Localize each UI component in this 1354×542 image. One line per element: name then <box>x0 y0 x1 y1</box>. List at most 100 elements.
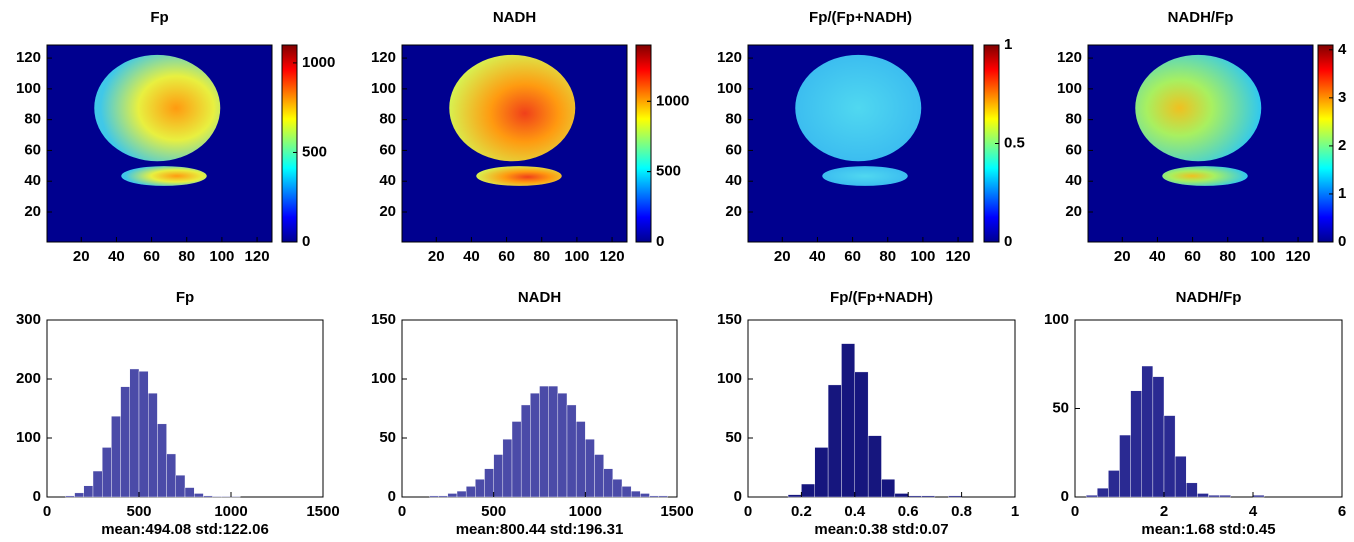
x-tick-label: 20 <box>73 248 90 265</box>
bar <box>630 490 641 498</box>
x-tick-label: 120 <box>1286 248 1311 265</box>
x-axis-label: mean:1.68 std:0.45 <box>1141 521 1275 538</box>
bar <box>594 454 604 498</box>
bar <box>184 487 195 498</box>
image-region <box>1162 166 1248 186</box>
colorbar-tick-label: 0 <box>1004 233 1012 250</box>
y-tick-label: 150 <box>371 311 396 328</box>
x-tick-label: 1000 <box>569 503 602 520</box>
bar <box>147 392 158 498</box>
image-region <box>476 166 562 186</box>
x-tick-label: 500 <box>126 503 151 520</box>
bar <box>867 435 882 498</box>
x-tick-label: 1500 <box>660 503 693 520</box>
bar <box>193 493 204 498</box>
bar <box>612 479 623 498</box>
x-tick-label: 120 <box>600 248 625 265</box>
x-tick-label: 100 <box>209 248 234 265</box>
y-tick-label: 100 <box>717 370 742 387</box>
chart-title: Fp <box>150 9 168 26</box>
x-tick-label: 20 <box>1114 248 1131 265</box>
bar <box>557 392 568 498</box>
colorbar-tick-label: 500 <box>656 163 681 180</box>
bar <box>1252 495 1265 498</box>
x-tick-label: 60 <box>498 248 515 265</box>
bar <box>585 438 595 498</box>
x-tick-label: 80 <box>533 248 550 265</box>
bar <box>74 492 84 498</box>
y-tick-label: 80 <box>1065 111 1082 128</box>
x-tick-label: 6 <box>1338 503 1346 520</box>
axes-frame <box>747 44 974 243</box>
y-tick-label: 100 <box>1057 80 1082 97</box>
x-tick-label: 40 <box>108 248 125 265</box>
y-tick-label: 120 <box>1057 49 1082 66</box>
x-tick-label: 1000 <box>214 503 247 520</box>
bar <box>814 447 829 498</box>
bar <box>456 490 467 498</box>
bar <box>908 495 922 498</box>
bar <box>92 470 103 498</box>
bar <box>65 495 75 498</box>
x-tick-label: 100 <box>1250 248 1275 265</box>
bar <box>621 486 632 498</box>
x-axis-label: mean:494.08 std:122.06 <box>101 521 269 538</box>
chart-title: NADH/Fp <box>1168 9 1234 26</box>
x-tick-label: 60 <box>844 248 861 265</box>
x-tick-label: 20 <box>428 248 445 265</box>
bar <box>539 385 549 498</box>
colorbar <box>281 44 298 243</box>
bar <box>511 421 522 498</box>
x-tick-label: 0 <box>43 503 51 520</box>
bar <box>502 438 513 498</box>
x-tick-label: 0 <box>744 503 752 520</box>
y-tick-label: 40 <box>379 172 396 189</box>
x-tick-label: 100 <box>910 248 935 265</box>
bar <box>166 453 177 498</box>
colorbar-tick-label: 0.5 <box>1004 134 1025 151</box>
x-tick-label: 40 <box>809 248 826 265</box>
bar <box>520 404 531 498</box>
y-tick-label: 20 <box>379 203 396 220</box>
x-tick-label: 40 <box>1149 248 1166 265</box>
bar <box>603 468 614 498</box>
bar <box>575 421 586 498</box>
bar <box>787 494 802 498</box>
bar <box>854 371 869 498</box>
colorbar-tick-label: 0 <box>302 233 310 250</box>
y-tick-label: 50 <box>725 429 742 446</box>
x-tick-label: 20 <box>774 248 791 265</box>
y-tick-label: 50 <box>1052 399 1069 416</box>
x-tick-label: 80 <box>1219 248 1236 265</box>
colorbar-tick-label: 3 <box>1338 89 1346 106</box>
y-tick-label: 60 <box>1065 141 1082 158</box>
colorbar <box>635 44 652 243</box>
x-tick-label: 80 <box>879 248 896 265</box>
colorbar-tick-label: 0 <box>656 233 664 250</box>
bar <box>212 496 223 498</box>
bar <box>948 495 962 498</box>
colorbar <box>1317 44 1334 243</box>
bar <box>1174 456 1187 498</box>
y-tick-label: 80 <box>725 111 742 128</box>
colorbar-tick-label: 1000 <box>302 54 335 71</box>
y-tick-label: 100 <box>717 80 742 97</box>
y-tick-label: 60 <box>725 141 742 158</box>
x-tick-label: 0 <box>398 503 406 520</box>
y-tick-label: 60 <box>379 141 396 158</box>
bar <box>83 485 94 498</box>
x-tick-label: 0.4 <box>844 503 866 520</box>
bar <box>120 386 130 498</box>
y-tick-label: 120 <box>16 49 41 66</box>
x-tick-label: 4 <box>1249 503 1258 520</box>
bar <box>841 343 856 498</box>
x-tick-label: 40 <box>463 248 480 265</box>
bar <box>438 495 449 498</box>
bar <box>475 479 485 498</box>
axes-frame <box>401 44 628 243</box>
bar <box>429 495 439 498</box>
bar <box>658 495 669 498</box>
bar <box>157 423 167 498</box>
y-tick-label: 20 <box>24 203 41 220</box>
